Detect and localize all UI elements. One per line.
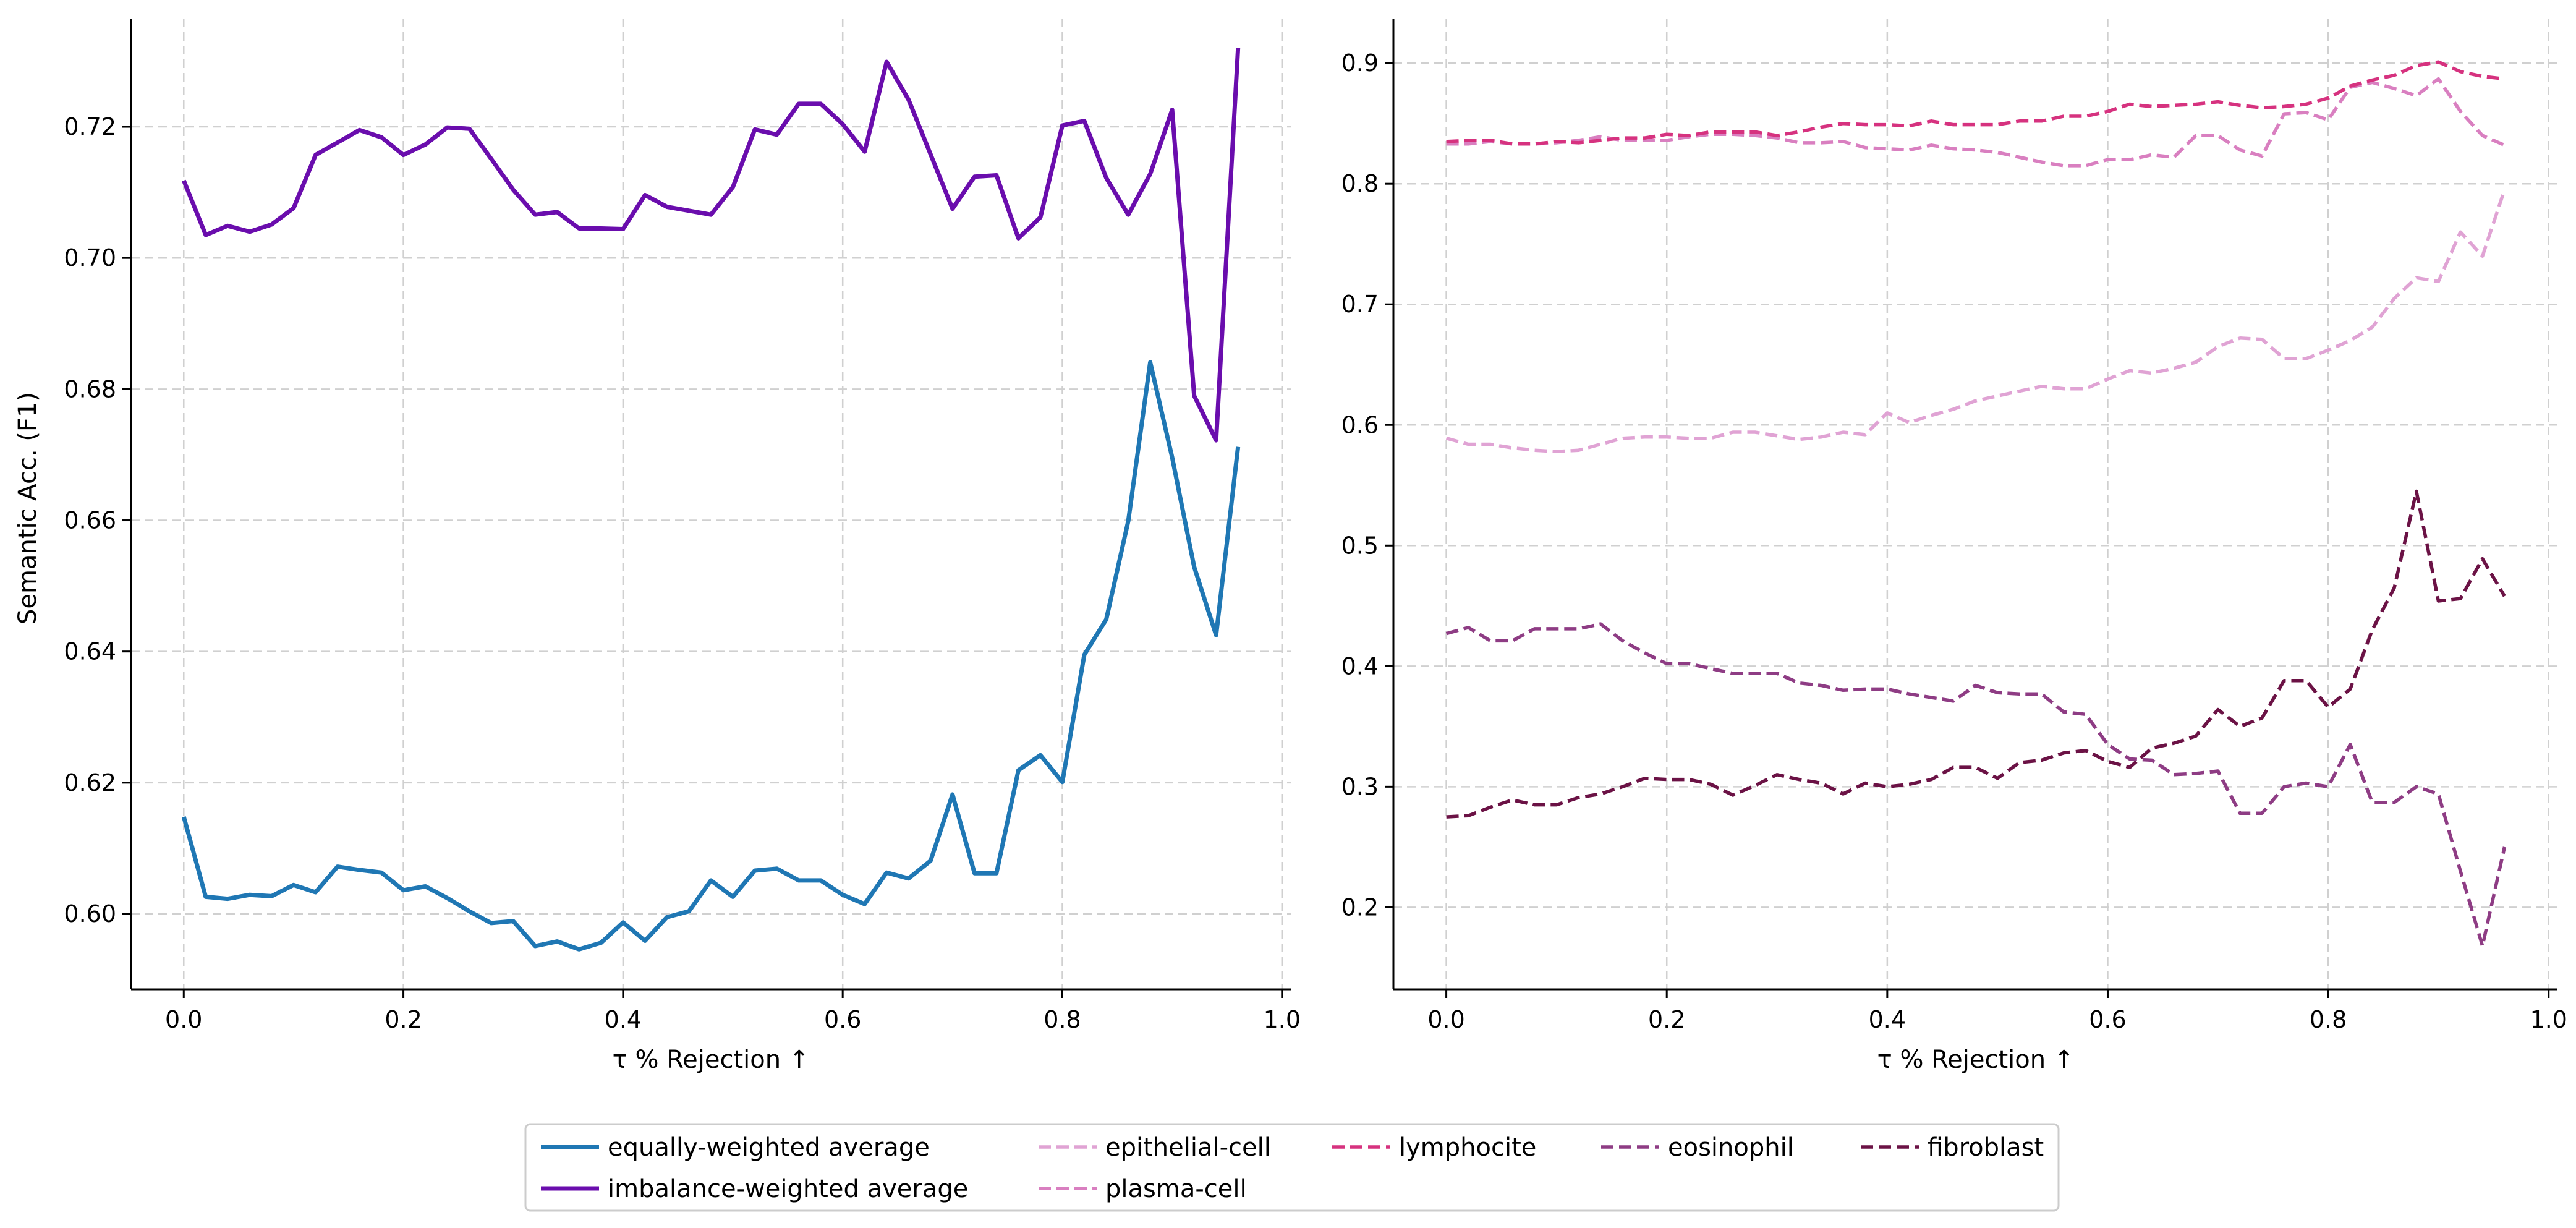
y-tick-label: 0.3: [1341, 773, 1379, 800]
legend-label: eosinophil: [1668, 1133, 1794, 1162]
x-tick-label: 0.6: [824, 1006, 861, 1033]
legend-label: plasma-cell: [1105, 1175, 1247, 1203]
series-line-fibroblast: [1446, 489, 2506, 819]
right-chart-grid: [1393, 19, 2557, 989]
x-tick-label: 0.8: [2310, 1006, 2347, 1033]
series-line-lymphocite: [1446, 60, 2505, 146]
y-tick-label: 0.70: [64, 244, 116, 271]
y-tick-label: 0.60: [64, 900, 116, 927]
left-chart-axes: [130, 19, 1291, 991]
x-tick-label: 0.0: [1427, 1006, 1464, 1033]
left-chart-ticks: 0.0 0.2 0.4 0.6 0.8 1.0 0.60 0.62 0.64 0.66 0.68 0.…: [64, 113, 1301, 1033]
left-chart-x-axis-title: τ % Rejection ↑: [613, 1046, 810, 1074]
y-tick-label: 0.8: [1341, 170, 1379, 197]
left-chart: 0.0 0.2 0.4 0.6 0.8 1.0 0.60 0.62 0.64 0.66 0.68 0.…: [14, 19, 1301, 1074]
y-tick-label: 0.4: [1341, 652, 1379, 680]
legend-label: epithelial-cell: [1105, 1133, 1271, 1162]
y-tick-label: 0.6: [1341, 411, 1379, 438]
legend-label: fibroblast: [1928, 1133, 2044, 1162]
right-chart-axes: [1392, 19, 2557, 991]
x-tick-label: 0.0: [165, 1006, 202, 1033]
x-tick-label: 0.4: [1869, 1006, 1906, 1033]
right-chart-series: [1445, 60, 2507, 948]
y-tick-label: 0.62: [64, 769, 116, 796]
left-chart-y-axis-title: Semantic Acc. (F1): [14, 392, 42, 625]
y-tick-label: 0.66: [64, 507, 116, 534]
right-chart-ticks: 0.0 0.2 0.4 0.6 0.8 1.0 0.2 0.3 0.4 0.5 0.6 0.7 0.8 0…: [1341, 49, 2567, 1033]
x-tick-label: 1.0: [2530, 1006, 2567, 1033]
x-tick-label: 0.2: [1648, 1006, 1685, 1033]
x-tick-label: 0.4: [605, 1006, 642, 1033]
y-tick-label: 0.68: [64, 375, 116, 403]
y-tick-label: 0.2: [1341, 893, 1379, 921]
x-tick-label: 1.0: [1264, 1006, 1301, 1033]
legend-label: lymphocite: [1399, 1133, 1536, 1162]
series-line-eosinophil: [1445, 622, 2507, 948]
series-line-imbalance-weighted-average: [182, 48, 1241, 443]
series-line-equally-weighted-average: [181, 360, 1241, 952]
y-tick-label: 0.5: [1341, 532, 1379, 559]
legend-label: equally-weighted average: [608, 1133, 930, 1162]
left-chart-series: [181, 48, 1241, 952]
left-chart-grid: [131, 19, 1291, 989]
legend-label: imbalance-weighted average: [608, 1175, 968, 1203]
y-tick-label: 0.7: [1341, 291, 1379, 318]
legend: equally-weighted average imbalance-weight…: [524, 1123, 2060, 1212]
right-chart-x-axis-title: τ % Rejection ↑: [1877, 1046, 2075, 1074]
legend-items: equally-weighted average imbalance-weight…: [541, 1133, 2044, 1203]
right-chart: 0.0 0.2 0.4 0.6 0.8 1.0 0.2 0.3 0.4 0.5 0.6 0.7 0.8 0…: [1341, 19, 2567, 1074]
y-tick-label: 0.9: [1341, 49, 1379, 77]
legend-frame: [524, 1123, 2060, 1212]
x-tick-label: 0.6: [2089, 1006, 2126, 1033]
y-tick-label: 0.72: [64, 113, 116, 140]
series-line-epithelial-cell: [1445, 189, 2507, 453]
x-tick-label: 0.2: [385, 1006, 422, 1033]
y-tick-label: 0.64: [64, 638, 116, 665]
x-tick-label: 0.8: [1044, 1006, 1081, 1033]
